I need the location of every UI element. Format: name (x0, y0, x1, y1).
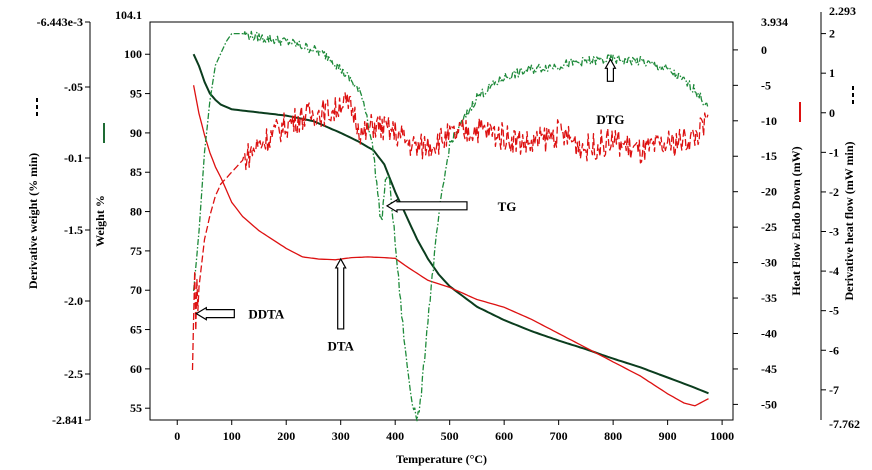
derivative-weight-tick-label: -1.5 (64, 223, 83, 237)
weight-tick-label: 95 (130, 87, 142, 101)
derivative-heat-flow-axis-bottom-label: -7.762 (829, 417, 860, 431)
heat-flow-tick-label: -35 (761, 291, 777, 305)
derivative-heat-flow-axis-top-label: 2.293 (829, 4, 856, 18)
x-tick-label: 900 (659, 429, 677, 443)
derivative-weight-tick-label: -2.841 (52, 413, 83, 427)
weight-tick-label: 70 (130, 283, 142, 297)
weight-tick-label: 100 (124, 47, 142, 61)
annotation-arrow-ddta (195, 306, 235, 321)
series-dta-line (192, 85, 709, 407)
derivative-heat-flow-tick-label: -6 (829, 343, 839, 357)
heat-flow-axis-label: Heat Flow Endo Down (mW) (789, 146, 803, 295)
derivative-heat-flow-tick-label: -4 (829, 264, 839, 278)
derivative-heat-flow-tick-label: 0 (829, 106, 835, 120)
derivative-heat-flow-tick-label: -5 (829, 304, 839, 318)
x-tick-label: 200 (277, 429, 295, 443)
weight-tick-label: 55 (130, 401, 142, 415)
weight-tick-label: 85 (130, 165, 142, 179)
weight-axis-top-label: 104.1 (115, 8, 142, 22)
plot-frame (149, 21, 734, 421)
annotation-arrow-dtg (604, 58, 617, 82)
annotation-arrow-dtg-shape (604, 58, 617, 82)
derivative-weight-axis-label: Derivative weight (% min) (26, 153, 40, 289)
annotation-arrow-tg (385, 198, 468, 213)
derivative-heat-flow-tick-label: 1 (829, 66, 835, 80)
plot-area (149, 21, 734, 421)
axes-layer: 0 100 200 300 400 500 600 700 800 900 1000Temperat… (26, 4, 860, 466)
series-ddta-line (191, 92, 709, 371)
heat-flow-tick-label: 0 (761, 43, 767, 57)
x-tick-label: 100 (223, 429, 241, 443)
weight-tick-label: 60 (130, 362, 142, 376)
x-tick-label: 1000 (710, 429, 734, 443)
weight-axis-label: Weight % (93, 195, 107, 247)
x-tick-label: 300 (332, 429, 350, 443)
series-dtg-line (192, 30, 709, 422)
x-tick-label: 600 (495, 429, 513, 443)
heat-flow-tick-label: -15 (761, 149, 777, 163)
heat-flow-tick-label: -40 (761, 326, 777, 340)
x-tick-label: 700 (550, 429, 568, 443)
x-tick-label: 400 (386, 429, 404, 443)
heat-flow-tick-label: -10 (761, 114, 777, 128)
heat-flow-tick-label: -50 (761, 397, 777, 411)
annotation-layer: DTG TG DTA DDTA (195, 58, 624, 353)
heat-flow-tick-label: -20 (761, 185, 777, 199)
derivative-heat-flow-tick-label: -2 (829, 185, 839, 199)
annotation-arrow-tg-shape (385, 198, 468, 213)
derivative-weight-tick-label: -.05 (64, 80, 83, 94)
heat-flow-tick-label: -30 (761, 256, 777, 270)
x-tick-label: 500 (441, 429, 459, 443)
series-layer (191, 30, 709, 422)
derivative-weight-tick-label: -2.5 (64, 367, 83, 381)
annotation-label-dtg: DTG (596, 112, 624, 127)
heat-flow-tick-label: -25 (761, 220, 777, 234)
derivative-weight-tick-label: -2.0 (64, 294, 83, 308)
derivative-weight-tick-label: -6.443e-3 (37, 15, 83, 29)
derivative-heat-flow-tick-label: -1 (829, 145, 839, 159)
series-tg-line (192, 53, 709, 395)
derivative-heat-flow-tick-label: -7 (829, 383, 839, 397)
derivative-heat-flow-axis-label: Derivative heat flow (mW min) (842, 141, 856, 300)
annotation-arrow-ddta-shape (195, 306, 235, 321)
x-axis-label: Temperature (°C) (396, 452, 487, 466)
heat-flow-tick-label: -45 (761, 362, 777, 376)
x-tick-label: 800 (604, 429, 622, 443)
weight-tick-label: 75 (130, 244, 142, 258)
annotation-label-ddta: DDTA (248, 307, 284, 322)
weight-tick-label: 80 (130, 205, 142, 219)
annotation-arrow-dta-shape (334, 257, 347, 330)
heat-flow-axis-top-label: 3.934 (761, 15, 788, 29)
annotation-label-dta: DTA (327, 338, 354, 353)
derivative-weight-tick-label: -0.1 (64, 151, 83, 165)
derivative-heat-flow-tick-label: 2 (829, 27, 835, 41)
annotation-arrow-dta (334, 257, 347, 330)
annotation-label-tg: TG (498, 199, 517, 214)
derivative-heat-flow-tick-label: -3 (829, 225, 839, 239)
heat-flow-tick-label: -5 (761, 78, 771, 92)
weight-tick-label: 65 (130, 323, 142, 337)
weight-tick-label: 90 (130, 126, 142, 140)
x-tick-label: 0 (174, 429, 180, 443)
